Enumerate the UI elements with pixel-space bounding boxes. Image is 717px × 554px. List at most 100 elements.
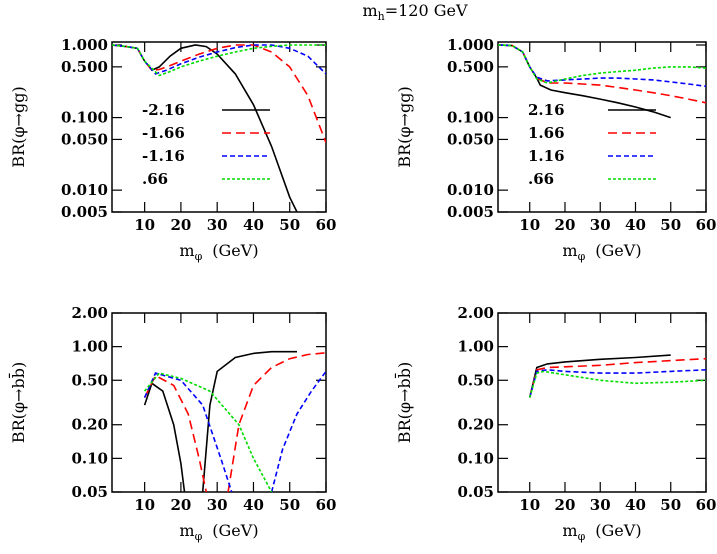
legend-label: 2.16: [528, 101, 565, 119]
plot-frame: [111, 312, 327, 493]
x-tick-label: 40: [243, 496, 264, 514]
y-tick-label: 1.00: [71, 338, 108, 356]
x-tick-label: 20: [555, 216, 576, 234]
y-tick-label: 0.010: [61, 181, 108, 199]
x-tick-label: 30: [590, 216, 611, 234]
legend-label: -1.66: [142, 124, 185, 142]
y-tick-label: 0.10: [71, 449, 108, 467]
x-tick-label: 30: [207, 216, 228, 234]
y-tick-label: 0.050: [61, 130, 108, 148]
y-tick-label: 0.05: [71, 483, 108, 501]
x-tick-label: 50: [279, 216, 300, 234]
y-tick-label: 0.05: [457, 483, 494, 501]
x-tick-label: 50: [660, 216, 681, 234]
x-tick-label: 10: [134, 216, 155, 234]
figure-title: mh=120 GeV: [362, 1, 468, 23]
x-tick-label: 30: [207, 496, 228, 514]
series-line: [143, 350, 297, 492]
x-tick-label: 50: [660, 496, 681, 514]
legend-label: 1.16: [528, 147, 565, 165]
y-tick-label: 0.005: [61, 203, 108, 221]
plot-frame: [497, 312, 707, 493]
y-tick-label: 1.000: [61, 36, 108, 54]
series-line: [112, 44, 326, 77]
x-tick-label: 20: [170, 496, 191, 514]
series-line: [528, 357, 706, 398]
x-tick-label: 40: [243, 216, 264, 234]
y-axis-label: BR(φ→gg): [395, 86, 414, 167]
title-rest: =120 GeV: [385, 1, 468, 20]
series-line: [143, 370, 326, 492]
x-axis-label: mφ (GeV): [562, 241, 641, 263]
title-sub: h: [378, 10, 385, 23]
plot-area: [143, 350, 326, 492]
y-tick-label: 0.500: [447, 58, 494, 76]
series-line: [528, 354, 671, 398]
series-line: [498, 44, 706, 84]
series-line: [528, 368, 706, 398]
x-tick-label: 10: [519, 496, 540, 514]
x-label-rest: (GeV): [595, 241, 641, 260]
x-tick-label: 50: [279, 496, 300, 514]
y-tick-label: 0.005: [447, 203, 494, 221]
title-main: m: [362, 1, 377, 20]
x-label-sub: φ: [195, 250, 203, 263]
x-tick-label: 60: [316, 496, 337, 514]
x-axis-label: mφ (GeV): [179, 241, 258, 263]
y-tick-label: 0.10: [457, 449, 494, 467]
plot-frame: [111, 41, 327, 213]
y-axis-label: BR(φ→bb̄): [7, 362, 28, 443]
y-tick-label: 0.050: [447, 130, 494, 148]
x-tick-label: 30: [590, 496, 611, 514]
x-axis-label: mφ (GeV): [179, 521, 258, 543]
x-tick-label: 10: [519, 216, 540, 234]
x-tick-label: 60: [696, 216, 717, 234]
y-tick-label: 1.00: [457, 338, 494, 356]
x-tick-label: 20: [555, 496, 576, 514]
plot-area: [498, 44, 706, 119]
x-label-main: m: [179, 521, 194, 540]
x-axis-label: mφ (GeV): [562, 521, 641, 543]
legend-label: -2.16: [142, 101, 185, 119]
x-label-rest: (GeV): [212, 241, 258, 260]
legend-label: 1.66: [528, 124, 565, 142]
y-tick-label: 0.010: [447, 181, 494, 199]
y-tick-label: 2.00: [457, 304, 494, 322]
plot-frame: [497, 41, 707, 213]
y-tick-label: 0.100: [61, 109, 108, 127]
y-tick-label: 0.500: [61, 58, 108, 76]
x-label-main: m: [562, 241, 577, 260]
x-label-rest: (GeV): [212, 521, 258, 540]
plot-area: [112, 44, 326, 212]
y-tick-label: 0.50: [457, 371, 494, 389]
y-tick-label: 0.20: [457, 416, 494, 434]
series-line: [112, 44, 298, 212]
x-tick-label: 40: [625, 496, 646, 514]
x-label-main: m: [179, 241, 194, 260]
y-tick-label: 0.100: [447, 109, 494, 127]
y-tick-label: 0.50: [71, 371, 108, 389]
y-tick-label: 2.00: [71, 304, 108, 322]
legend-label: .66: [142, 170, 168, 188]
x-label-sub: φ: [195, 530, 203, 543]
x-tick-label: 10: [134, 496, 155, 514]
x-tick-label: 60: [696, 496, 717, 514]
y-tick-label: 0.20: [71, 416, 108, 434]
x-label-sub: φ: [578, 530, 586, 543]
series-line: [498, 44, 706, 88]
x-tick-label: 40: [625, 216, 646, 234]
x-tick-label: 60: [316, 216, 337, 234]
y-tick-label: 1.000: [447, 36, 494, 54]
x-label-main: m: [562, 521, 577, 540]
x-label-rest: (GeV): [595, 521, 641, 540]
x-label-sub: φ: [578, 250, 586, 263]
series-line: [143, 372, 273, 492]
legend-label: .66: [528, 170, 554, 188]
plot-area: [528, 354, 706, 398]
y-axis-label: BR(φ→gg): [9, 86, 28, 167]
x-tick-label: 20: [170, 216, 191, 234]
series-line: [528, 370, 706, 398]
y-axis-label: BR(φ→bb̄): [393, 362, 414, 443]
legend-label: -1.16: [142, 147, 185, 165]
